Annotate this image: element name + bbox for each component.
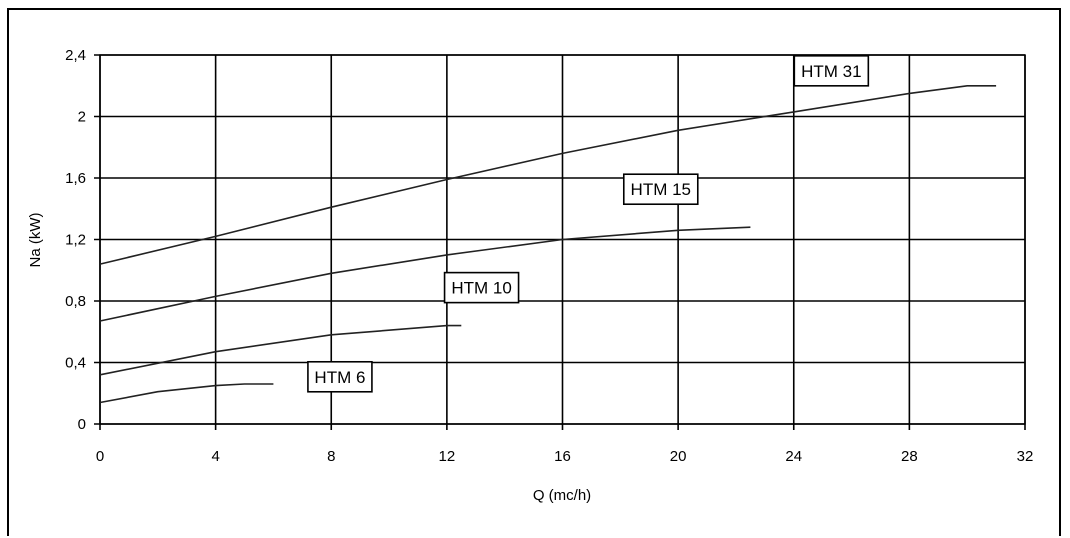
y-tick-label: 1,2 <box>65 232 86 249</box>
x-axis-label: Q (mc/h) <box>533 487 591 504</box>
series-label-1: HTM 31 <box>793 55 870 87</box>
x-tick-label: 8 <box>327 448 335 465</box>
x-tick-label: 28 <box>901 448 918 465</box>
series-line-3 <box>99 324 462 376</box>
tick-labels: 0 4 8 12 16 20 24 28 32 0 0,4 0,8 1,2 1,6 2 2,4 <box>65 47 1033 465</box>
series-line-4 <box>99 383 274 404</box>
y-tick-label: 0 <box>78 416 86 433</box>
y-tick-label: 1,6 <box>65 170 86 187</box>
x-tick-label: 20 <box>670 448 687 465</box>
series-line-2 <box>99 226 751 322</box>
y-tick-label: 2,4 <box>65 47 86 64</box>
x-tick-label: 32 <box>1017 448 1034 465</box>
series-label-text: HTM 6 <box>314 368 365 387</box>
x-tick-label: 24 <box>785 448 802 465</box>
series-label-box <box>793 55 870 87</box>
x-tick-label: 12 <box>439 448 456 465</box>
series-label-box <box>307 360 373 393</box>
x-tick-label: 0 <box>96 448 104 465</box>
series-label-text: HTM 10 <box>451 279 511 298</box>
grid <box>94 54 1026 430</box>
y-tick-label: 0,8 <box>65 293 86 310</box>
series-label-2: HTM 15 <box>622 173 699 206</box>
series-labels: HTM 31 HTM 15 HTM 10 HTM 6 <box>307 55 870 393</box>
y-tick-label: 0,4 <box>65 355 86 372</box>
series-lines <box>99 85 997 404</box>
series-line-1 <box>99 85 997 265</box>
series-label-text: HTM 15 <box>631 180 691 199</box>
series-label-3: HTM 10 <box>443 271 520 304</box>
chart-frame <box>7 8 1061 536</box>
y-axis-label: Na (kW) <box>27 213 44 268</box>
x-tick-label: 16 <box>554 448 571 465</box>
series-label-box <box>622 173 699 206</box>
series-label-4: HTM 6 <box>307 360 373 393</box>
series-label-text: HTM 31 <box>801 62 861 81</box>
y-tick-label: 2 <box>78 109 86 126</box>
x-tick-label: 4 <box>211 448 219 465</box>
series-label-box <box>443 271 520 304</box>
